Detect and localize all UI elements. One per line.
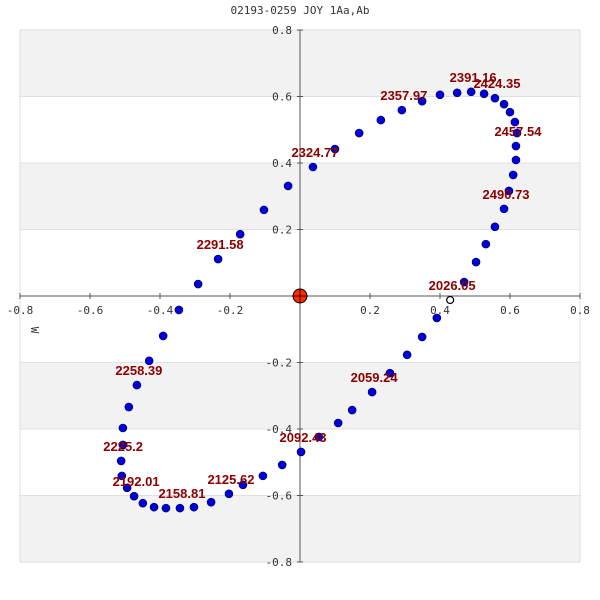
x-tick-label: -0.8 bbox=[7, 304, 34, 317]
orbit-point bbox=[224, 489, 234, 499]
orbit-point bbox=[417, 332, 427, 342]
orbit-point bbox=[158, 331, 168, 341]
orbit-point bbox=[189, 502, 199, 512]
orbit-point bbox=[432, 313, 442, 323]
orbit-point bbox=[314, 432, 324, 442]
chart-title: 02193-0259 JOY 1Aa,Ab bbox=[230, 4, 369, 17]
epoch-label: 2357.97 bbox=[380, 88, 427, 103]
orbit-point bbox=[333, 418, 343, 428]
orbit-point bbox=[511, 141, 521, 151]
epoch-label: 2158.81 bbox=[158, 486, 205, 501]
x-tick-label: 0.4 bbox=[430, 304, 450, 317]
epoch-label: 2490.73 bbox=[483, 187, 530, 202]
x-axis-label: W bbox=[28, 327, 41, 334]
orbit-point bbox=[118, 423, 128, 433]
orbit-point bbox=[347, 405, 357, 415]
y-tick-label: 0.8 bbox=[272, 24, 292, 37]
orbit-point bbox=[505, 107, 515, 117]
orbit-point bbox=[466, 87, 476, 97]
orbit-point bbox=[511, 155, 521, 165]
orbit-point bbox=[397, 105, 407, 115]
orbit-point bbox=[435, 90, 445, 100]
orbit-point bbox=[367, 387, 377, 397]
orbit-point bbox=[149, 502, 159, 512]
orbit-point bbox=[296, 447, 306, 457]
orbit-point bbox=[118, 440, 128, 450]
orbit-point bbox=[504, 186, 514, 196]
orbit-point bbox=[122, 483, 132, 493]
x-tick-label: 0.6 bbox=[500, 304, 520, 317]
orbit-point bbox=[471, 257, 481, 267]
orbit-point bbox=[490, 222, 500, 232]
orbit-point bbox=[258, 471, 268, 481]
orbit-point bbox=[376, 115, 386, 125]
orbit-point bbox=[174, 305, 184, 315]
orbit-point bbox=[459, 277, 469, 287]
y-tick-label: 0.6 bbox=[272, 91, 292, 104]
epoch-label: 2457.54 bbox=[494, 124, 542, 139]
orbit-point bbox=[175, 503, 185, 513]
orbit-point bbox=[124, 402, 134, 412]
y-tick-label: 0.4 bbox=[272, 157, 292, 170]
orbit-point bbox=[283, 181, 293, 191]
x-tick-label: 0.8 bbox=[570, 304, 590, 317]
x-tick-label: -0.6 bbox=[77, 304, 104, 317]
epoch-label: 2424.35 bbox=[473, 76, 520, 91]
orbit-point bbox=[277, 460, 287, 470]
orbit-point bbox=[132, 380, 142, 390]
orbit-point bbox=[206, 497, 216, 507]
epoch-label: 2092.43 bbox=[280, 430, 327, 445]
epoch-label: 2192.01 bbox=[113, 474, 160, 489]
y-tick-label: -0.6 bbox=[266, 490, 293, 503]
orbit-point bbox=[308, 162, 318, 172]
orbit-point bbox=[238, 480, 248, 490]
orbit-point bbox=[259, 205, 269, 215]
epoch-label: 2059.24 bbox=[351, 370, 399, 385]
orbit-point bbox=[402, 350, 412, 360]
y-tick-label: 0.2 bbox=[272, 224, 292, 237]
x-tick-label: -0.4 bbox=[147, 304, 174, 317]
epoch-label: 2324.77 bbox=[291, 145, 338, 160]
epoch-label: 2258.39 bbox=[115, 363, 162, 378]
orbit-point bbox=[116, 456, 126, 466]
orbit-point bbox=[138, 498, 148, 508]
orbit-point bbox=[499, 204, 509, 214]
epoch-label: 2125.62 bbox=[207, 472, 254, 487]
orbit-point bbox=[129, 491, 139, 501]
orbit-point bbox=[512, 128, 522, 138]
orbit-point bbox=[161, 503, 171, 513]
y-tick-label: -0.2 bbox=[266, 357, 293, 370]
orbit-point bbox=[144, 356, 154, 366]
orbit-point bbox=[235, 229, 245, 239]
orbit-point bbox=[499, 99, 509, 109]
orbit-point bbox=[385, 368, 395, 378]
orbit-point bbox=[417, 96, 427, 106]
orbit-point bbox=[452, 88, 462, 98]
orbit-point bbox=[481, 239, 491, 249]
orbit-point bbox=[354, 128, 364, 138]
orbit-point bbox=[446, 295, 455, 305]
y-tick-label: -0.4 bbox=[266, 423, 293, 436]
orbit-point bbox=[330, 144, 340, 154]
orbit-point bbox=[508, 170, 518, 180]
y-tick-label: -0.8 bbox=[266, 556, 293, 569]
epoch-label: 2291.58 bbox=[197, 237, 244, 252]
orbit-point bbox=[193, 279, 203, 289]
epoch-label: 2225.2 bbox=[103, 439, 143, 454]
orbit-point bbox=[479, 89, 489, 99]
x-tick-label: 0.2 bbox=[360, 304, 380, 317]
x-tick-label: -0.2 bbox=[217, 304, 244, 317]
orbit-point bbox=[490, 93, 500, 103]
epoch-label: 2026.05 bbox=[429, 278, 476, 293]
orbit-point bbox=[510, 117, 520, 127]
orbit-point bbox=[213, 254, 223, 264]
orbit-point bbox=[117, 471, 127, 481]
epoch-label: 2391.16 bbox=[450, 70, 497, 85]
